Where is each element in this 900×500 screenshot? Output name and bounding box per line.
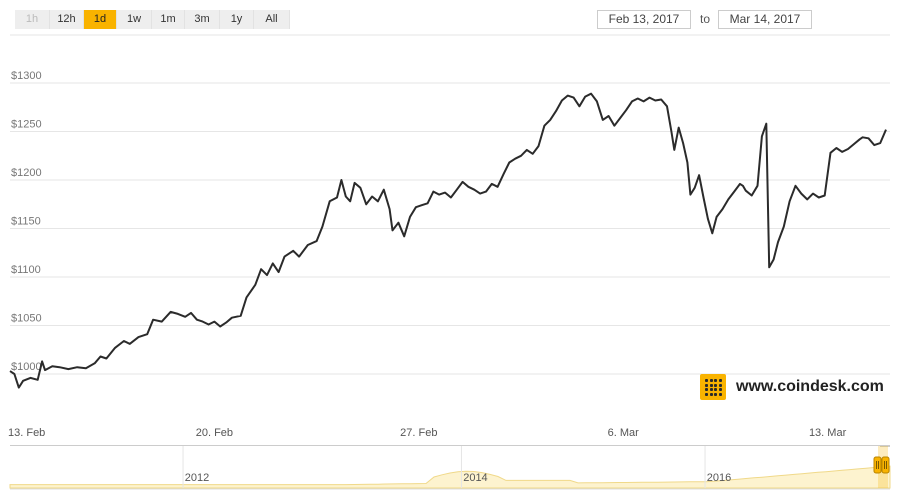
x-tick-label: 13. Mar: [809, 427, 847, 439]
y-tick-label: $1000: [11, 361, 42, 373]
navigator-year-label: 2016: [707, 472, 731, 484]
range-button-1d[interactable]: 1d: [84, 10, 117, 29]
range-button-1h[interactable]: 1h: [15, 10, 50, 29]
to-label: to: [700, 12, 711, 26]
navigator-year-label: 2014: [463, 472, 487, 484]
navigator-right-handle[interactable]: [881, 456, 890, 474]
range-button-1w[interactable]: 1w: [117, 10, 152, 29]
navigator-series-area: [9, 465, 891, 489]
x-tick-label: 13. Feb: [8, 427, 45, 439]
date-from-input[interactable]: Feb 13, 2017: [597, 10, 691, 29]
x-tick-label: 20. Feb: [196, 427, 233, 439]
x-tick-label: 6. Mar: [608, 427, 640, 439]
range-button-1y[interactable]: 1y: [220, 10, 254, 29]
range-button-1m[interactable]: 1m: [152, 10, 185, 29]
range-button-all[interactable]: All: [254, 10, 290, 29]
x-tick-label: 27. Feb: [400, 427, 437, 439]
price-series-line: [9, 92, 887, 389]
watermark-text: www.coindesk.com: [736, 378, 884, 395]
y-tick-label: $1250: [11, 119, 42, 131]
coindesk-watermark: www.coindesk.com: [700, 374, 884, 400]
y-tick-label: $1200: [11, 167, 42, 179]
y-tick-label: $1150: [11, 216, 41, 228]
range-button-12h[interactable]: 12h: [50, 10, 84, 29]
navigator-left-handle[interactable]: [873, 456, 882, 474]
y-tick-label: $1050: [11, 313, 42, 325]
date-to-input[interactable]: Mar 14, 2017: [718, 10, 812, 29]
coindesk-logo-icon: [700, 374, 726, 400]
y-tick-label: $1300: [11, 70, 42, 82]
y-tick-label: $1100: [11, 264, 41, 276]
range-button-3m[interactable]: 3m: [185, 10, 220, 29]
range-selector: 1h 12h 1d 1w 1m 3m 1y All: [15, 10, 290, 29]
navigator-year-label: 2012: [185, 472, 209, 484]
